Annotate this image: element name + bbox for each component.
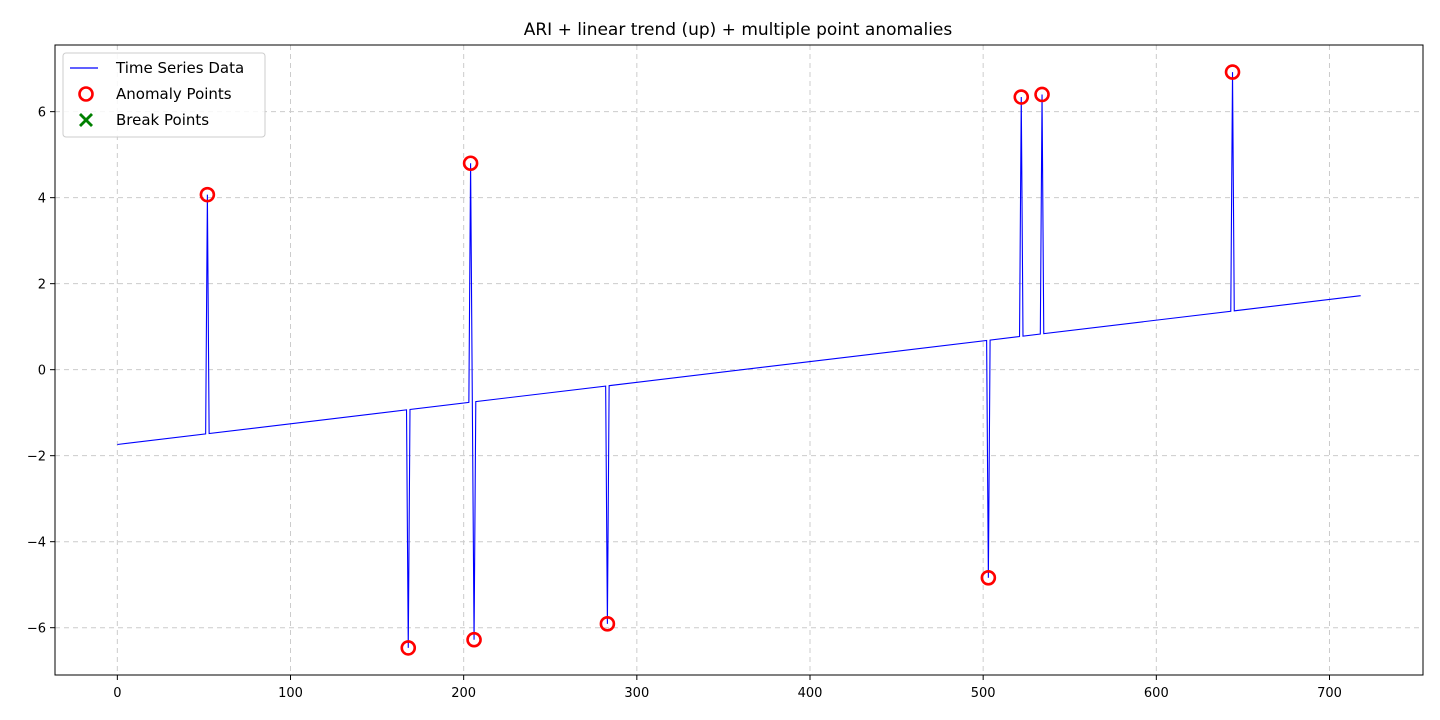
anomaly-point xyxy=(466,631,482,648)
x-tick-label: 700 xyxy=(1317,686,1342,701)
x-tick-label: 200 xyxy=(451,686,476,701)
chart-title: ARI + linear trend (up) + multiple point… xyxy=(524,20,953,40)
legend-x-stroke xyxy=(79,113,93,127)
x-tick-label: 600 xyxy=(1144,686,1169,701)
legend: Time Series Data Anomaly Points Break Poin… xyxy=(62,52,266,138)
y-tick-label: −6 xyxy=(27,622,46,637)
legend-box xyxy=(62,52,266,138)
x-tick-label: 100 xyxy=(278,686,303,701)
x-tick-label: 300 xyxy=(624,686,649,701)
axis-ticks: 0 100 200 300 400 500 600 700 −6 −4 −2 0 2 4 6 xyxy=(27,106,1342,701)
plot-frame xyxy=(54,44,1424,676)
y-tick-label: 6 xyxy=(38,106,46,121)
series-layer xyxy=(117,72,1361,648)
x-tick-label: 0 xyxy=(113,686,121,701)
grid xyxy=(55,45,1423,675)
y-tick-label: 0 xyxy=(38,364,46,379)
anomaly-point xyxy=(1224,64,1241,80)
series-line-time-series-data xyxy=(117,72,1361,648)
y-tick-label: 2 xyxy=(38,278,46,293)
anomaly-point xyxy=(400,640,417,656)
anomaly-point xyxy=(1013,89,1030,105)
legend-circle-icon xyxy=(78,86,94,102)
anomaly-point xyxy=(599,616,616,632)
anomaly-point xyxy=(462,155,479,172)
x-tick-label: 400 xyxy=(798,686,823,701)
anomaly-point xyxy=(980,570,997,586)
y-tick-label: 4 xyxy=(38,192,46,207)
x-tick-label: 500 xyxy=(971,686,996,701)
legend-label: Anomaly Points xyxy=(116,85,232,103)
y-tick-label: −2 xyxy=(27,450,46,465)
legend-x-icon xyxy=(79,113,93,127)
legend-label: Time Series Data xyxy=(115,59,244,77)
anomaly-point xyxy=(1034,86,1050,103)
legend-label: Break Points xyxy=(116,111,209,129)
anomaly-point xyxy=(199,186,216,203)
anomaly-layer xyxy=(199,64,1241,656)
y-tick-label: −4 xyxy=(27,536,46,551)
